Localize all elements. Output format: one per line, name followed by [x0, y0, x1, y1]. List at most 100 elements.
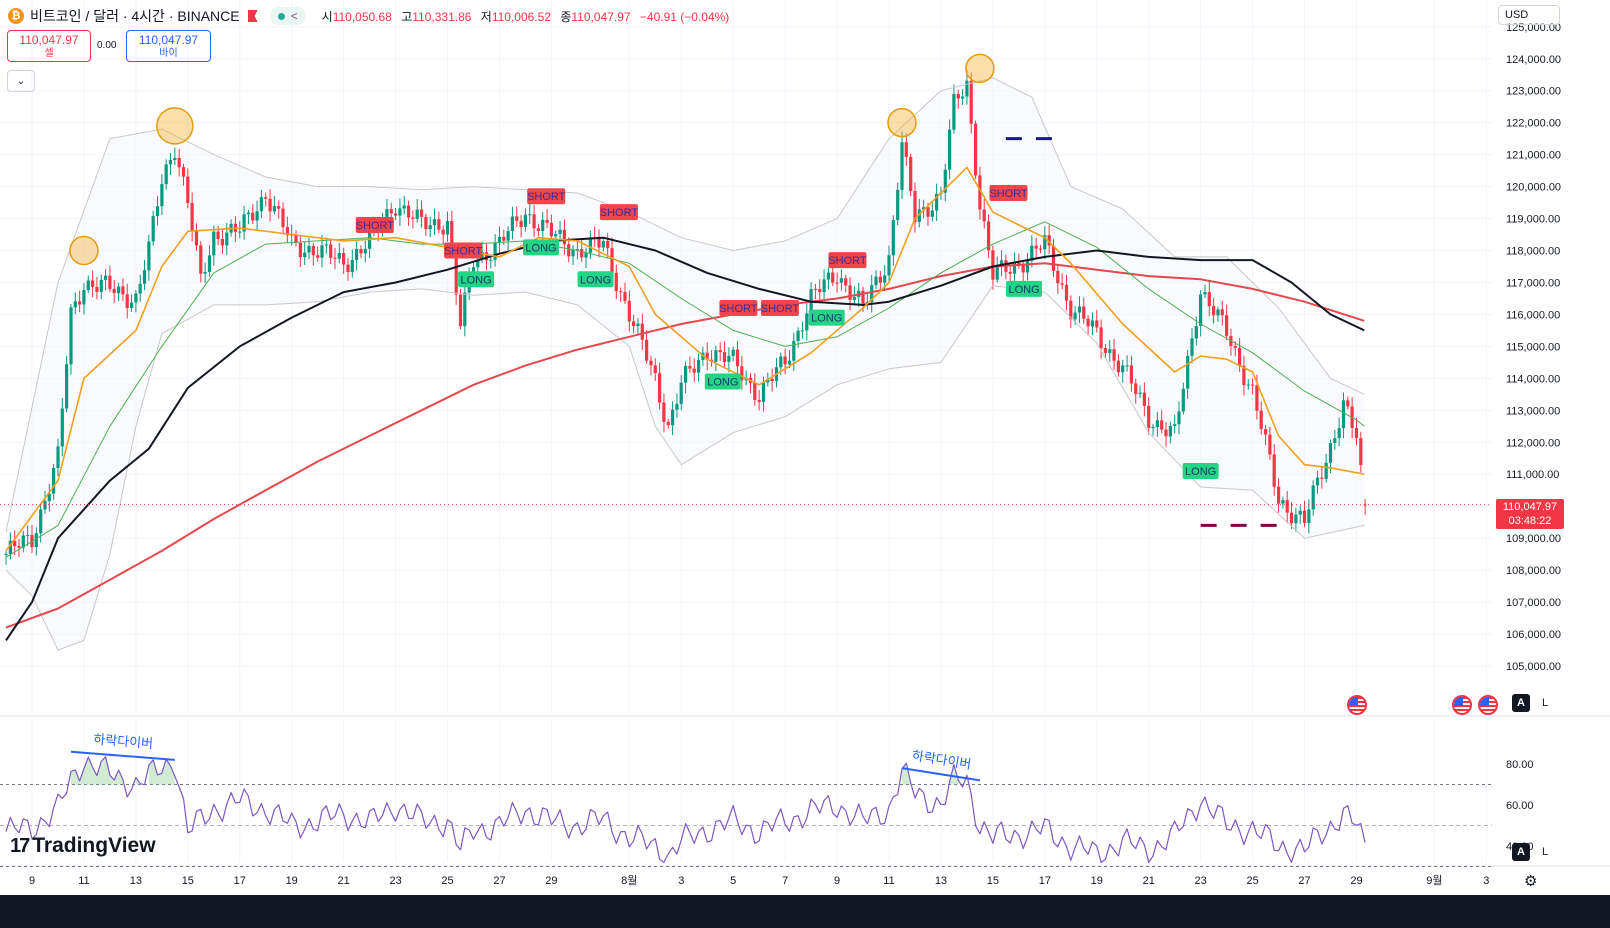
- time-tick-label: 13: [130, 875, 142, 887]
- us-event-flag-icon[interactable]: [1347, 695, 1367, 715]
- candle-body: [961, 96, 965, 99]
- signal-box: [989, 184, 1028, 201]
- candle: [649, 355, 653, 376]
- candle-body: [268, 198, 272, 212]
- candle: [1242, 355, 1246, 396]
- candle-body: [1155, 420, 1159, 427]
- candle: [679, 375, 683, 411]
- market-status-pill[interactable]: <: [269, 7, 306, 25]
- collapse-legend-button[interactable]: ⌄: [7, 70, 35, 92]
- flag-icon[interactable]: [247, 10, 258, 22]
- candle-body: [818, 289, 822, 293]
- candle-body: [251, 212, 255, 221]
- candle-body: [1112, 349, 1116, 361]
- symbol-title[interactable]: 비트코인 / 달러 · 4시간 · BINANCE: [30, 8, 240, 24]
- candle-body: [519, 220, 523, 227]
- signal-box: [599, 204, 638, 221]
- candle: [251, 204, 255, 225]
- candle: [311, 242, 315, 266]
- candle-body: [130, 302, 134, 308]
- candle-body: [1064, 284, 1069, 301]
- candle: [545, 209, 549, 229]
- candle: [1103, 344, 1107, 359]
- candle-body: [1173, 424, 1177, 426]
- candle-body: [1281, 500, 1285, 504]
- candle-body: [999, 260, 1004, 267]
- candle: [948, 119, 952, 180]
- candle: [489, 256, 493, 269]
- candle-body: [887, 255, 891, 276]
- candle: [831, 265, 835, 286]
- candle: [675, 393, 679, 418]
- sell-button[interactable]: 110,047.97 셀: [7, 30, 91, 62]
- candle: [601, 237, 605, 252]
- candles: [4, 70, 1367, 565]
- candle-body: [363, 248, 367, 254]
- price-tick-label: 108,000.00: [1506, 565, 1561, 577]
- time-tick-label: 11: [883, 875, 894, 887]
- candle-body: [930, 210, 934, 217]
- time-tick-label: 3: [1483, 875, 1489, 887]
- auto-scale-button-rsi[interactable]: A: [1512, 843, 1530, 861]
- time-tick-label: 9: [29, 875, 35, 887]
- candle-body: [1077, 306, 1082, 313]
- candle: [900, 131, 904, 200]
- candle-body: [34, 533, 38, 548]
- us-event-flag-icon[interactable]: [1478, 695, 1498, 715]
- candle: [1298, 505, 1302, 525]
- signal-box: [704, 373, 741, 390]
- candle: [155, 196, 160, 226]
- candle-body: [1320, 477, 1324, 479]
- gear-icon[interactable]: ⚙: [1524, 873, 1538, 890]
- log-scale-button-rsi[interactable]: L: [1541, 846, 1549, 858]
- candle: [43, 490, 47, 514]
- candle: [1259, 401, 1263, 435]
- share-icon: <: [290, 9, 298, 23]
- candle: [1277, 478, 1281, 513]
- log-scale-button[interactable]: L: [1541, 697, 1549, 709]
- candle: [17, 538, 21, 557]
- bottom-toolbar: [0, 895, 1610, 928]
- candle: [168, 153, 173, 175]
- short-signal: SHORT: [444, 242, 483, 259]
- candle: [160, 174, 164, 215]
- price-tick-label: 105,000.00: [1506, 661, 1561, 673]
- candle-body: [39, 509, 43, 534]
- candle: [60, 398, 64, 457]
- candle-body: [402, 205, 406, 209]
- candle-body: [948, 129, 952, 170]
- candle: [1181, 382, 1185, 415]
- candle-body: [874, 276, 878, 286]
- long-signal: LONG: [808, 309, 845, 326]
- currency-selector[interactable]: USD: [1498, 5, 1560, 25]
- candle-body: [813, 289, 817, 291]
- candle: [757, 389, 761, 411]
- auto-scale-button[interactable]: A: [1512, 694, 1530, 712]
- candle-body: [1289, 512, 1294, 524]
- candle-body: [104, 275, 108, 280]
- price-tick-label: 116,000.00: [1506, 309, 1560, 321]
- candle: [632, 314, 636, 334]
- us-event-flag-icon[interactable]: [1452, 695, 1472, 715]
- candle: [1246, 378, 1250, 390]
- ma-green-line: [5, 221, 1365, 558]
- candle: [350, 249, 354, 278]
- candle-body: [978, 175, 982, 210]
- signal-box: [523, 239, 560, 256]
- candle: [896, 182, 900, 226]
- candle-body: [17, 546, 21, 548]
- time-tick-label: 17: [234, 875, 246, 887]
- candle-body: [428, 225, 432, 230]
- candle-body: [718, 350, 722, 353]
- candle: [329, 239, 333, 264]
- buy-button[interactable]: 110,047.97 바이: [126, 30, 211, 62]
- candle: [1315, 470, 1320, 494]
- price-tick-label: 121,000.00: [1506, 150, 1561, 162]
- candle-body: [1103, 348, 1107, 353]
- candle-body: [1255, 385, 1259, 411]
- candle: [697, 353, 701, 382]
- chart-header: ₿ 비트코인 / 달러 · 4시간 · BINANCE < 시110,050.6…: [8, 6, 729, 26]
- candle-body: [8, 540, 12, 555]
- candle-body: [1129, 365, 1133, 384]
